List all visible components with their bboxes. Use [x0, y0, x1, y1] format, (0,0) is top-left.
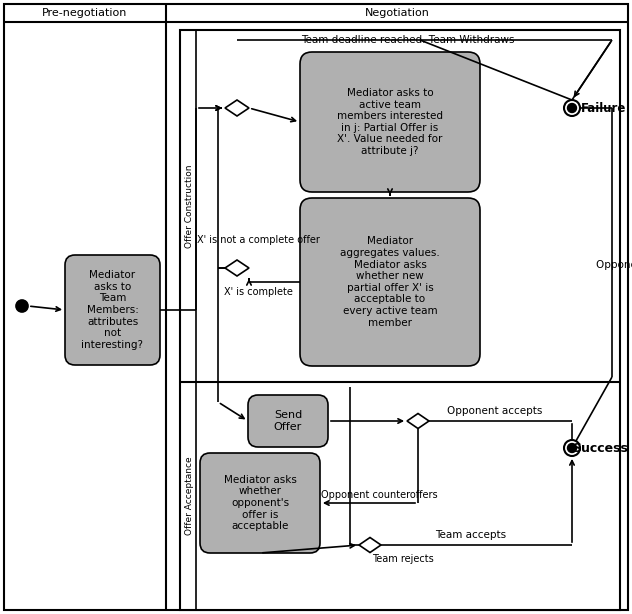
Polygon shape — [407, 413, 429, 429]
Polygon shape — [225, 260, 249, 276]
FancyBboxPatch shape — [300, 198, 480, 366]
Text: Offer Acceptance: Offer Acceptance — [185, 457, 193, 535]
FancyBboxPatch shape — [65, 255, 160, 365]
Text: X' is complete: X' is complete — [224, 287, 293, 297]
Text: Pre-negotiation: Pre-negotiation — [42, 8, 128, 18]
Text: Mediator
aggregates values.
Mediator asks
whether new
partial offer X' is
accept: Mediator aggregates values. Mediator ask… — [340, 236, 440, 328]
Text: Mediator asks to
active team
members interested
in j: Partial Offer is
X'. Value: Mediator asks to active team members int… — [337, 88, 443, 156]
Text: Team rejects: Team rejects — [372, 554, 434, 564]
Text: Send
Offer: Send Offer — [274, 410, 302, 432]
Circle shape — [568, 443, 576, 453]
Bar — [180, 30, 620, 610]
Text: X' is not a complete offer: X' is not a complete offer — [197, 235, 320, 245]
FancyBboxPatch shape — [300, 52, 480, 192]
Text: Team accepts: Team accepts — [435, 530, 507, 540]
Polygon shape — [359, 537, 381, 553]
Text: Mediator
asks to
Team
Members:
attributes
not
interesting?: Mediator asks to Team Members: attribute… — [82, 270, 143, 350]
Circle shape — [16, 300, 28, 312]
FancyBboxPatch shape — [248, 395, 328, 447]
Text: Opponent accepts: Opponent accepts — [447, 406, 543, 416]
FancyBboxPatch shape — [200, 453, 320, 553]
Text: Opponent counteroffers: Opponent counteroffers — [320, 490, 437, 500]
Text: Negotiation: Negotiation — [365, 8, 429, 18]
Polygon shape — [225, 100, 249, 116]
Circle shape — [564, 100, 580, 116]
Text: Failure: Failure — [581, 101, 627, 114]
Circle shape — [564, 440, 580, 456]
Text: Opponent Withdraw: Opponent Withdraw — [596, 260, 632, 270]
Circle shape — [568, 104, 576, 112]
Text: Mediator asks
whether
opponent's
offer is
acceptable: Mediator asks whether opponent's offer i… — [224, 475, 296, 531]
Text: Team deadline reached. Team Withdraws: Team deadline reached. Team Withdraws — [301, 35, 514, 45]
Text: Offer Construction: Offer Construction — [185, 165, 193, 248]
Text: Success: Success — [572, 441, 628, 454]
